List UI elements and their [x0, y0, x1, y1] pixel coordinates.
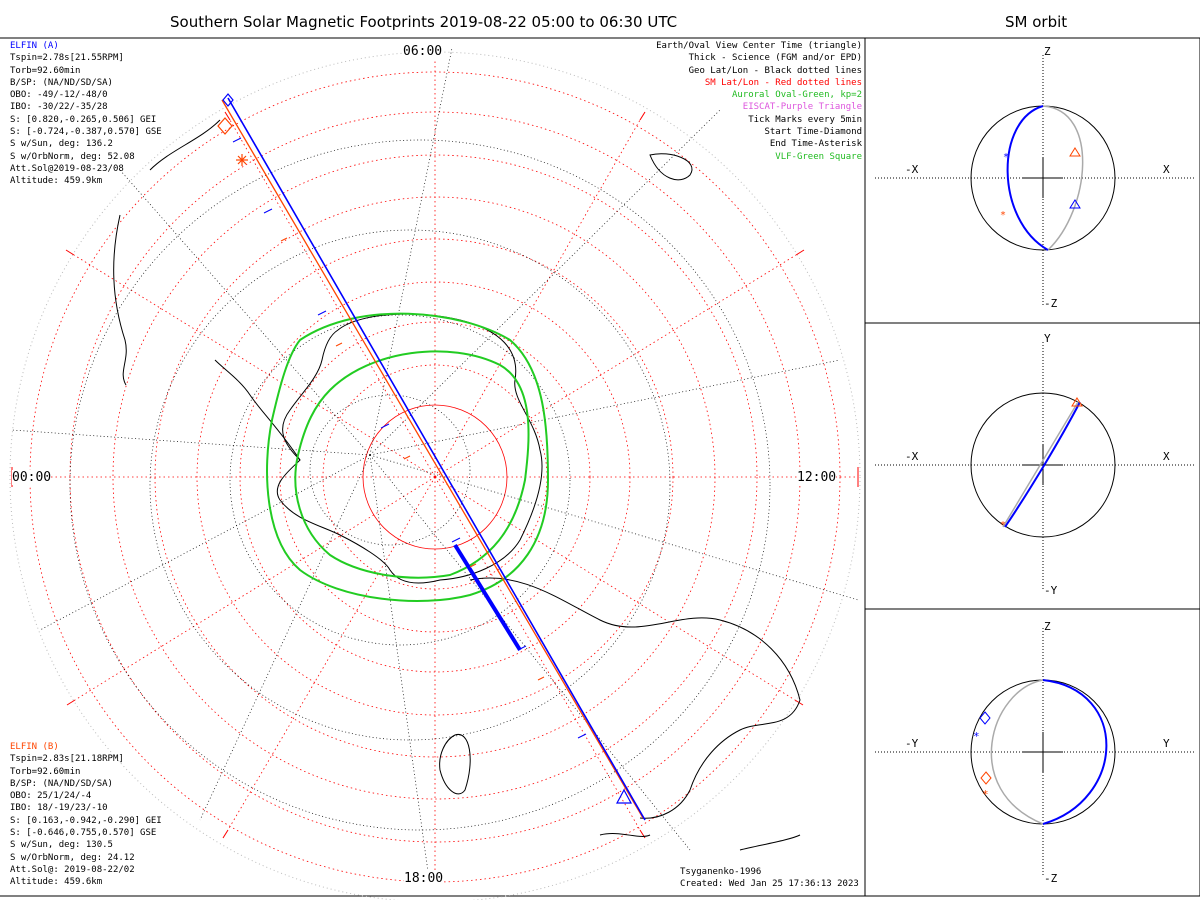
elfin-a-ticks	[232, 137, 587, 739]
panel3-right-label: Y	[1163, 737, 1170, 750]
elfin-a-track	[227, 97, 646, 821]
legend-item: Thick - Science (FGM and/or EPD)	[688, 53, 862, 64]
panel3-left-label: -Y	[905, 737, 919, 750]
legend-item: Tick Marks every 5min	[748, 114, 862, 125]
legend-item: Earth/Oval View Center Time (triangle)	[656, 41, 862, 51]
elfin-b-line: Altitude: 459.6km	[10, 877, 103, 888]
elfin-b-line: IBO: 18/-19/23/-10	[10, 803, 108, 814]
page-title: Southern Solar Magnetic Footprints 2019-…	[170, 13, 678, 31]
elfin-a-science-segment	[453, 543, 522, 652]
mlt-label-top: 06:00	[403, 44, 443, 59]
legend-item: SM Lat/Lon - Red dotted lines	[704, 77, 862, 88]
panel1-right-label: X	[1163, 163, 1170, 176]
legend-item: Geo Lat/Lon - Black dotted lines	[688, 65, 862, 76]
view-center-triangle	[615, 788, 633, 804]
elfin-a-line: Att.Sol@2019-08-23/08	[10, 163, 124, 174]
mlt-label-bottom: 18:00	[404, 871, 444, 886]
mlt-label-right: 12:00	[797, 470, 837, 485]
panel1-left-label: -X	[905, 163, 919, 176]
legend-item: VLF-Green Square	[775, 151, 862, 162]
elfin-a-line: B/SP: (NA/ND/SD/SA)	[10, 77, 113, 88]
elfin-a-info: ELFIN (A) Tspin=2.78s[21.55RPM] Torb=92.…	[10, 40, 162, 188]
elfin-b-line: Att.Sol@: 2019-08-22/02	[10, 864, 135, 875]
elfin-b-ticks	[280, 237, 545, 681]
legend-item: Auroral Oval-Green, kp=2	[731, 90, 862, 101]
svg-text:*: *	[1000, 520, 1006, 531]
globe-limb	[9, 51, 861, 900]
sm-longitude-spokes	[12, 48, 858, 886]
mlt-label-left: 00:00	[12, 470, 52, 485]
legend-item: End Time-Asterisk	[769, 139, 862, 150]
elfin-b-line: S: [0.163,-0.942,-0.290] GEI	[10, 815, 162, 826]
elfin-a-line: S: [0.820,-0.265,0.506] GEI	[10, 114, 157, 125]
elfin-a-start-diamond	[222, 93, 234, 107]
svg-text:*: *	[982, 788, 989, 801]
elfin-b-start-diamond	[217, 117, 233, 135]
elfin-a-line: S: [-0.724,-0.387,0.570] GSE	[10, 127, 162, 138]
elfin-b-line: Tspin=2.83s[21.18RPM]	[10, 754, 124, 765]
elfin-b-end-asterisk	[236, 154, 248, 166]
footer-model: Tsyganenko-1996	[680, 867, 762, 877]
panel3-top-label: Z	[1044, 620, 1051, 633]
elfin-a-line: Torb=92.60min	[10, 65, 81, 76]
elfin-b-line: S w/OrbNorm, deg: 24.12	[10, 852, 135, 863]
elfin-a-line: Altitude: 459.9km	[10, 176, 103, 187]
footer-created: Created: Wed Jan 25 17:36:13 2023	[680, 879, 859, 889]
elfin-b-line: Torb=92.60min	[10, 766, 81, 777]
svg-text:*: *	[1003, 152, 1009, 163]
footer: Tsyganenko-1996 Created: Wed Jan 25 17:3…	[680, 866, 859, 890]
svg-text:*: *	[973, 730, 980, 743]
legend-item: EISCAT-Purple Triangle	[742, 102, 862, 113]
panel2-left-label: -X	[905, 450, 919, 463]
legend-item: Start Time-Diamond	[764, 127, 862, 138]
orbit-title: SM orbit	[1005, 13, 1068, 31]
orbit-panels-frame	[864, 37, 1200, 897]
panel1-bottom-label: -Z	[1044, 297, 1058, 310]
elfin-b-line: B/SP: (NA/ND/SD/SA)	[10, 778, 113, 789]
elfin-a-line: Tspin=2.78s[21.55RPM]	[10, 53, 124, 64]
panel2-bottom-label: -Y	[1044, 584, 1058, 597]
panel3-bottom-label: -Z	[1044, 872, 1058, 885]
legend: Earth/Oval View Center Time (triangle) T…	[656, 40, 862, 163]
elfin-b-track	[221, 99, 644, 819]
panel2-right-label: X	[1163, 450, 1170, 463]
elfin-a-name: ELFIN (A)	[10, 41, 59, 51]
elfin-a-line: S w/Sun, deg: 136.2	[10, 139, 113, 150]
panel1-top-label: Z	[1044, 45, 1051, 58]
elfin-b-info: ELFIN (B) Tspin=2.83s[21.18RPM] Torb=92.…	[10, 741, 162, 889]
elfin-b-line: OBO: 25/1/24/-4	[10, 791, 92, 802]
elfin-a-line: OBO: -49/-12/-48/0	[10, 90, 108, 101]
sm-spoke-ticks	[11, 111, 859, 839]
svg-text:*: *	[1000, 210, 1006, 221]
elfin-a-line: S w/OrbNorm, deg: 52.08	[10, 151, 135, 162]
elfin-a-line: IBO: -30/22/-35/28	[10, 102, 108, 113]
orbit-panel-yz: * *	[875, 628, 1195, 876]
panel2-top-label: Y	[1044, 332, 1051, 345]
elfin-b-name: ELFIN (B)	[10, 742, 59, 752]
coastlines	[113, 119, 801, 851]
elfin-b-line: S w/Sun, deg: 130.5	[10, 840, 113, 851]
elfin-b-line: S: [-0.646,0.755,0.570] GSE	[10, 828, 157, 839]
orbit-panel-xy: *	[875, 342, 1195, 590]
orbit-panel-xz: * *	[875, 55, 1195, 305]
geo-grid	[11, 47, 859, 887]
